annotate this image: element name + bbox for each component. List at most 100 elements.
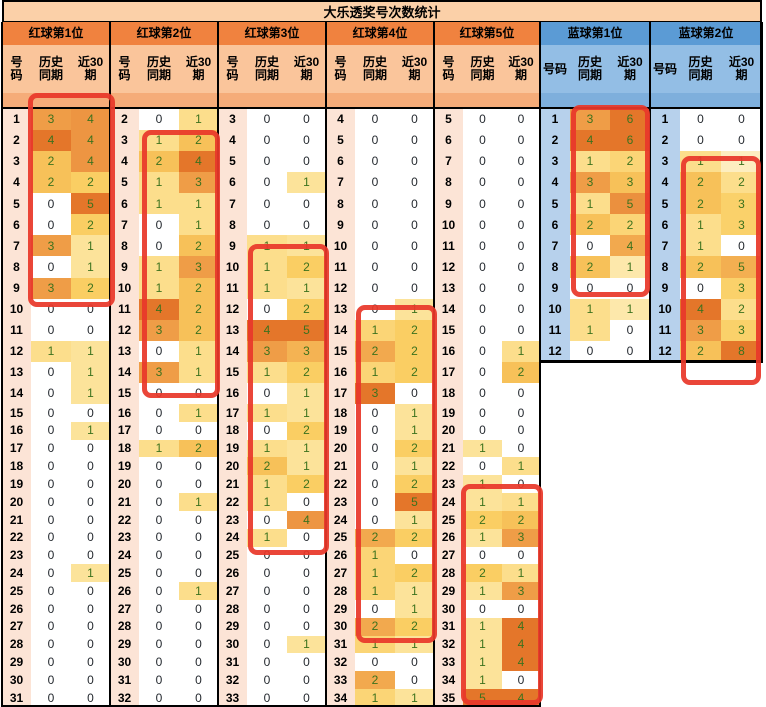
number-cell[interactable]: 19 [218,439,248,459]
number-cell[interactable]: 22 [326,475,356,495]
history-value-cell[interactable]: 0 [139,109,180,132]
history-value-cell[interactable]: 0 [31,457,72,477]
number-cell[interactable]: 17 [326,382,356,405]
number-cell[interactable]: 26 [434,528,464,548]
number-cell[interactable]: 35 [434,689,464,707]
history-value-cell[interactable]: 0 [463,382,503,405]
history-value-cell[interactable]: 0 [139,457,180,477]
recent30-value-cell[interactable]: 0 [179,421,219,441]
number-cell[interactable]: 33 [326,671,356,691]
recent30-value-cell[interactable]: 1 [71,564,111,584]
number-cell[interactable]: 8 [540,256,571,279]
number-cell[interactable]: 26 [218,564,248,584]
number-cell[interactable]: 31 [218,653,248,673]
history-value-cell[interactable]: 0 [247,193,288,216]
number-cell[interactable]: 29 [218,617,248,637]
number-cell[interactable]: 13 [2,361,32,384]
number-cell[interactable]: 32 [218,671,248,691]
number-cell[interactable]: 9 [326,214,356,237]
number-cell[interactable]: 14 [2,382,32,405]
number-cell[interactable]: 7 [540,235,571,258]
number-cell[interactable]: 27 [434,546,464,566]
recent30-value-cell[interactable]: 1 [71,340,111,363]
number-cell[interactable]: 6 [650,214,681,237]
number-cell[interactable]: 10 [434,214,464,237]
group-header-red-2[interactable]: 红球第2位 [110,22,219,46]
recent30-value-cell[interactable]: 0 [395,130,435,153]
recent30-value-cell[interactable]: 0 [502,172,541,195]
recent30-value-cell[interactable]: 2 [502,361,541,384]
number-cell[interactable]: 17 [2,439,32,459]
history-value-cell[interactable]: 0 [31,564,72,584]
number-cell[interactable]: 23 [326,493,356,512]
history-value-cell[interactable]: 1 [31,340,72,363]
column-header-history[interactable]: 历史同期 [463,45,503,94]
number-cell[interactable]: 27 [2,617,32,637]
recent30-value-cell[interactable]: 0 [395,109,435,132]
recent30-value-cell[interactable]: 1 [71,382,111,405]
history-value-cell[interactable]: 2 [355,671,396,691]
number-cell[interactable]: 13 [218,319,248,342]
recent30-value-cell[interactable]: 0 [71,457,111,477]
recent30-value-cell[interactable]: 0 [502,193,541,216]
number-cell[interactable]: 16 [326,361,356,384]
recent30-value-cell[interactable]: 0 [179,635,219,655]
history-value-cell[interactable]: 0 [139,600,180,619]
number-cell[interactable]: 17 [110,421,140,441]
number-cell[interactable]: 14 [434,298,464,321]
number-cell[interactable]: 16 [434,340,464,363]
recent30-value-cell[interactable]: 0 [502,439,541,459]
number-cell[interactable]: 11 [326,256,356,279]
recent30-value-cell[interactable]: 0 [287,214,327,237]
recent30-value-cell[interactable]: 0 [395,277,435,300]
number-cell[interactable]: 12 [218,298,248,321]
number-cell[interactable]: 33 [434,653,464,673]
column-header-history[interactable]: 历史同期 [680,45,722,94]
recent30-value-cell[interactable]: 0 [395,172,435,195]
recent30-value-cell[interactable]: 1 [71,421,111,441]
number-cell[interactable]: 34 [434,671,464,691]
recent30-value-cell[interactable]: 0 [179,671,219,691]
history-value-cell[interactable]: 0 [247,617,288,637]
number-cell[interactable]: 16 [218,382,248,405]
history-value-cell[interactable]: 0 [463,256,503,279]
number-cell[interactable]: 12 [650,340,681,363]
history-value-cell[interactable]: 0 [31,421,72,441]
recent30-value-cell[interactable]: 0 [502,319,541,342]
number-cell[interactable]: 22 [434,457,464,477]
number-cell[interactable]: 4 [650,172,681,195]
history-value-cell[interactable]: 0 [31,382,72,405]
history-value-cell[interactable]: 0 [139,546,180,566]
recent30-value-cell[interactable]: 0 [502,130,541,153]
recent30-value-cell[interactable]: 0 [71,510,111,530]
recent30-value-cell[interactable]: 0 [502,151,541,174]
recent30-value-cell[interactable]: 0 [395,653,435,673]
number-cell[interactable]: 23 [2,546,32,566]
recent30-value-cell[interactable]: 0 [395,671,435,691]
recent30-value-cell[interactable]: 1 [610,298,651,321]
number-cell[interactable]: 29 [2,653,32,673]
group-header-red-5[interactable]: 红球第5位 [434,22,541,46]
number-cell[interactable]: 19 [2,475,32,495]
number-cell[interactable]: 14 [110,361,140,384]
number-cell[interactable]: 6 [434,130,464,153]
history-value-cell[interactable]: 0 [31,319,72,342]
history-value-cell[interactable]: 0 [355,256,396,279]
recent30-value-cell[interactable]: 0 [179,564,219,584]
column-header-recent30[interactable]: 近30期 [287,45,327,94]
number-cell[interactable]: 3 [540,151,571,174]
history-value-cell[interactable]: 0 [247,564,288,584]
history-value-cell[interactable]: 0 [139,528,180,548]
recent30-value-cell[interactable]: 0 [502,403,541,423]
history-value-cell[interactable]: 0 [31,617,72,637]
history-value-cell[interactable]: 0 [355,214,396,237]
number-cell[interactable]: 8 [650,256,681,279]
recent30-value-cell[interactable]: 0 [71,635,111,655]
number-cell[interactable]: 8 [218,214,248,237]
recent30-value-cell[interactable]: 0 [71,493,111,512]
number-cell[interactable]: 17 [434,361,464,384]
column-header-history[interactable]: 历史同期 [570,45,611,94]
number-cell[interactable]: 10 [2,298,32,321]
number-cell[interactable]: 6 [540,214,571,237]
recent30-value-cell[interactable]: 0 [71,600,111,619]
